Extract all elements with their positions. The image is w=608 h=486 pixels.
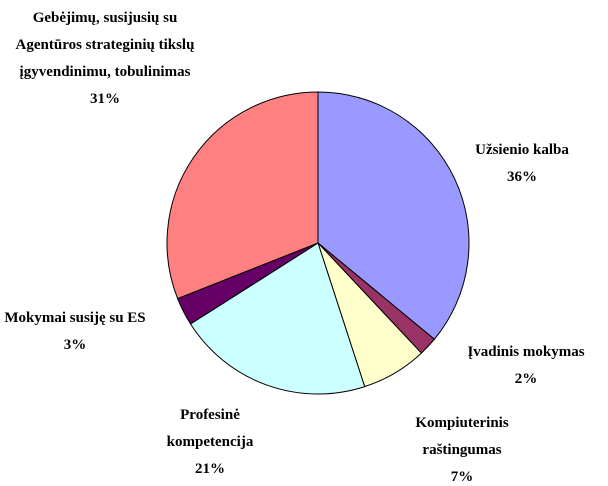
- pie-slice: [189, 242, 366, 395]
- category-label: Užsienio kalba: [475, 142, 569, 158]
- slice-label: Įvadinis mokymas 2%: [451, 339, 601, 393]
- slice-label: Mokymai susiję su ES 3%: [3, 305, 148, 359]
- category-label: Kompiuterinis raštingumas: [415, 415, 509, 458]
- percent-label: 7%: [450, 469, 474, 485]
- slice-label: Užsienio kalba 36%: [457, 137, 587, 191]
- percent-label: 36%: [507, 169, 537, 185]
- category-label: Profesinė kompetencija: [166, 407, 254, 450]
- pie-slice: [166, 91, 319, 300]
- slice-label: Kompiuterinis raštingumas 7%: [402, 410, 522, 486]
- percent-label: 21%: [195, 461, 225, 477]
- category-label: Gebėjimų, susijusių su Agentūros strateg…: [15, 10, 195, 80]
- slice-label: Profesinė kompetencija 21%: [155, 402, 265, 483]
- category-label: Įvadinis mokymas: [467, 344, 585, 360]
- category-label: Mokymai susiję su ES: [4, 310, 146, 326]
- pie-slice: [317, 91, 470, 340]
- percent-label: 2%: [514, 371, 538, 387]
- slice-label: Gebėjimų, susijusių su Agentūros strateg…: [13, 5, 198, 113]
- percent-label: 31%: [90, 91, 120, 107]
- percent-label: 3%: [63, 337, 87, 353]
